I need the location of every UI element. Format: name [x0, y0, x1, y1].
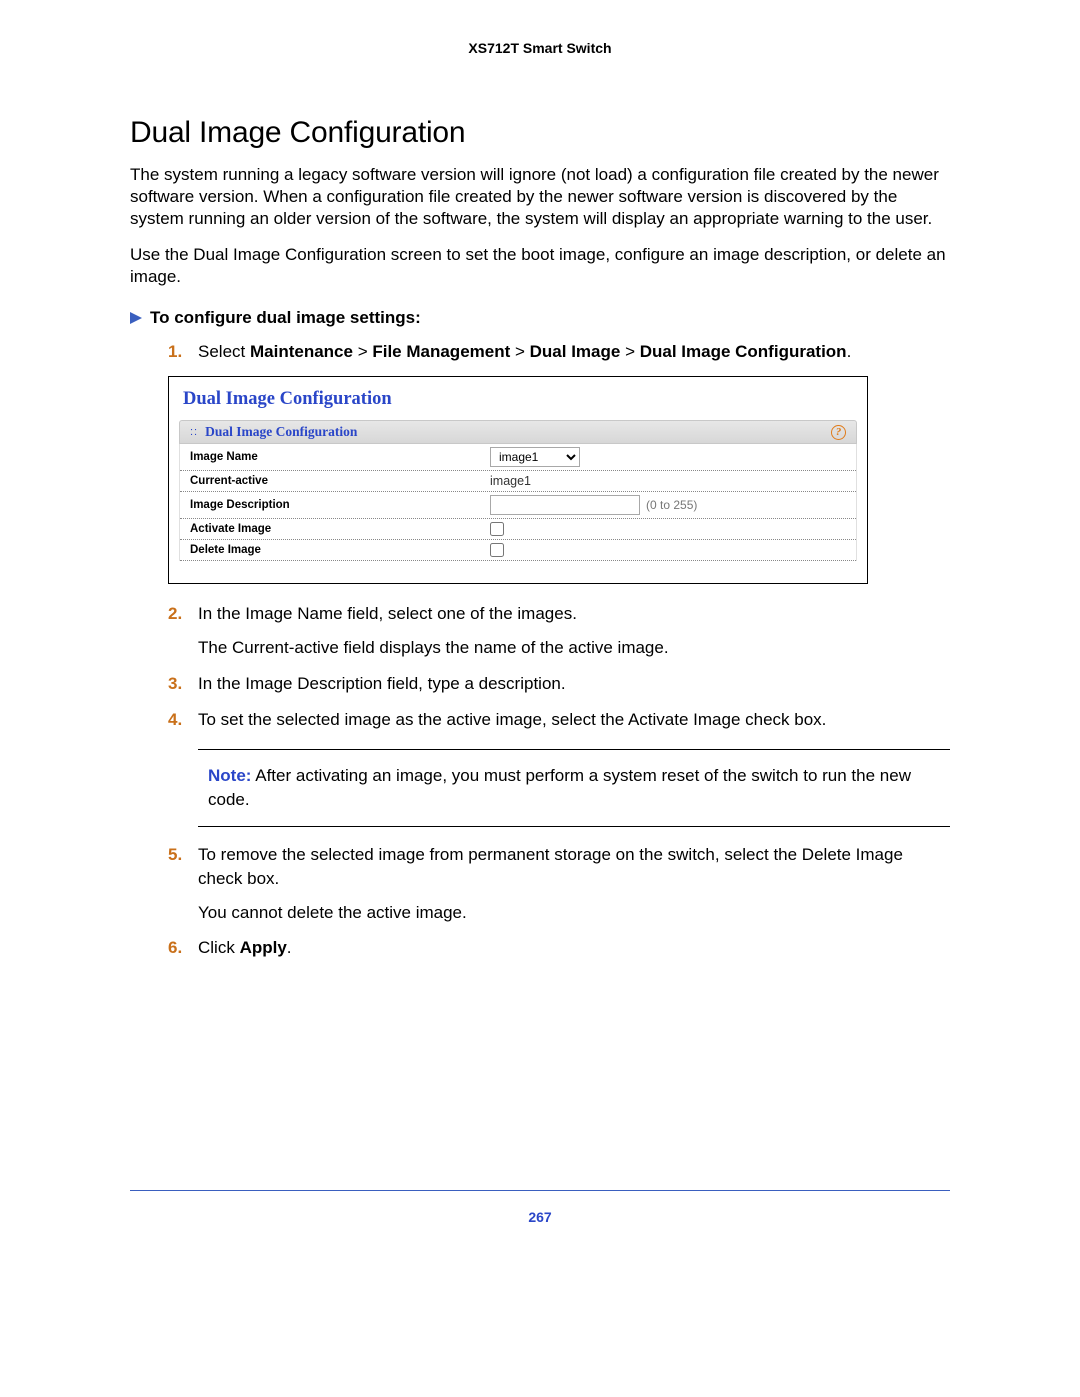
step-4-text: To set the selected image as the active …	[198, 710, 826, 729]
step-1: 1. Select Maintenance > File Management …	[168, 340, 950, 364]
page-number: 267	[130, 1191, 950, 1225]
row-image-description: Image Description (0 to 255)	[180, 492, 856, 519]
image-description-input[interactable]	[490, 495, 640, 515]
row-image-name: Image Name image1	[180, 444, 856, 471]
grip-icon: ::	[190, 426, 198, 438]
panel-title: Dual Image Configuration	[205, 424, 357, 440]
row-activate-image: Activate Image	[180, 519, 856, 540]
arrow-icon	[130, 312, 142, 324]
label-delete-image: Delete Image	[190, 544, 490, 556]
panel-header: :: Dual Image Configuration ?	[179, 420, 857, 444]
document-page: XS712T Smart Switch Dual Image Configura…	[0, 0, 1080, 1397]
step-6-bold: Apply	[240, 938, 287, 957]
step-number: 2.	[168, 602, 182, 626]
step-1-prefix: Select	[198, 342, 250, 361]
step-3-text: In the Image Description field, type a d…	[198, 674, 566, 693]
step-1-path-1: Maintenance	[250, 342, 353, 361]
page-header: XS712T Smart Switch	[130, 40, 950, 56]
task-heading: To configure dual image settings:	[130, 308, 950, 328]
step-1-path-4: Dual Image Configuration	[640, 342, 847, 361]
label-activate-image: Activate Image	[190, 523, 490, 535]
page-title: Dual Image Configuration	[130, 116, 950, 150]
label-current-active: Current-active	[190, 475, 490, 487]
intro-paragraph-2: Use the Dual Image Configuration screen …	[130, 244, 950, 288]
steps-list-cont: 2. In the Image Name field, select one o…	[130, 602, 950, 960]
step-2-text: In the Image Name field, select one of t…	[198, 604, 577, 623]
step-4: 4. To set the selected image as the acti…	[168, 708, 950, 827]
row-current-active: Current-active image1	[180, 471, 856, 492]
label-image-name: Image Name	[190, 451, 490, 463]
step-5-text: To remove the selected image from perman…	[198, 845, 903, 888]
row-delete-image: Delete Image	[180, 540, 856, 561]
step-2: 2. In the Image Name field, select one o…	[168, 602, 950, 660]
config-title: Dual Image Configuration	[169, 387, 867, 420]
step-3: 3. In the Image Description field, type …	[168, 672, 950, 696]
step-number: 5.	[168, 843, 182, 867]
step-1-path-3: Dual Image	[530, 342, 621, 361]
config-panel: :: Dual Image Configuration ? Image Name…	[179, 420, 857, 561]
label-image-description: Image Description	[190, 499, 490, 511]
step-number: 6.	[168, 936, 182, 960]
note-text: After activating an image, you must perf…	[208, 766, 911, 809]
step-5: 5. To remove the selected image from per…	[168, 843, 950, 924]
steps-list: 1. Select Maintenance > File Management …	[130, 340, 950, 364]
note-block: Note: After activating an image, you mus…	[198, 749, 950, 827]
step-6-prefix: Click	[198, 938, 240, 957]
note-label: Note:	[208, 766, 251, 785]
help-icon[interactable]: ?	[831, 425, 846, 440]
step-2-sub: The Current-active field displays the na…	[198, 636, 950, 660]
value-current-active: image1	[490, 474, 531, 488]
activate-image-checkbox[interactable]	[490, 522, 504, 536]
step-6: 6. Click Apply.	[168, 936, 950, 960]
delete-image-checkbox[interactable]	[490, 543, 504, 557]
image-description-hint: (0 to 255)	[646, 498, 697, 512]
step-1-path-2: File Management	[372, 342, 510, 361]
embedded-screenshot: Dual Image Configuration :: Dual Image C…	[168, 376, 950, 584]
step-number: 1.	[168, 340, 182, 364]
step-5-sub: You cannot delete the active image.	[198, 901, 950, 925]
task-heading-text: To configure dual image settings:	[150, 308, 421, 327]
image-name-select[interactable]: image1	[490, 447, 580, 467]
intro-paragraph-1: The system running a legacy software ver…	[130, 164, 950, 230]
step-number: 4.	[168, 708, 182, 732]
step-number: 3.	[168, 672, 182, 696]
